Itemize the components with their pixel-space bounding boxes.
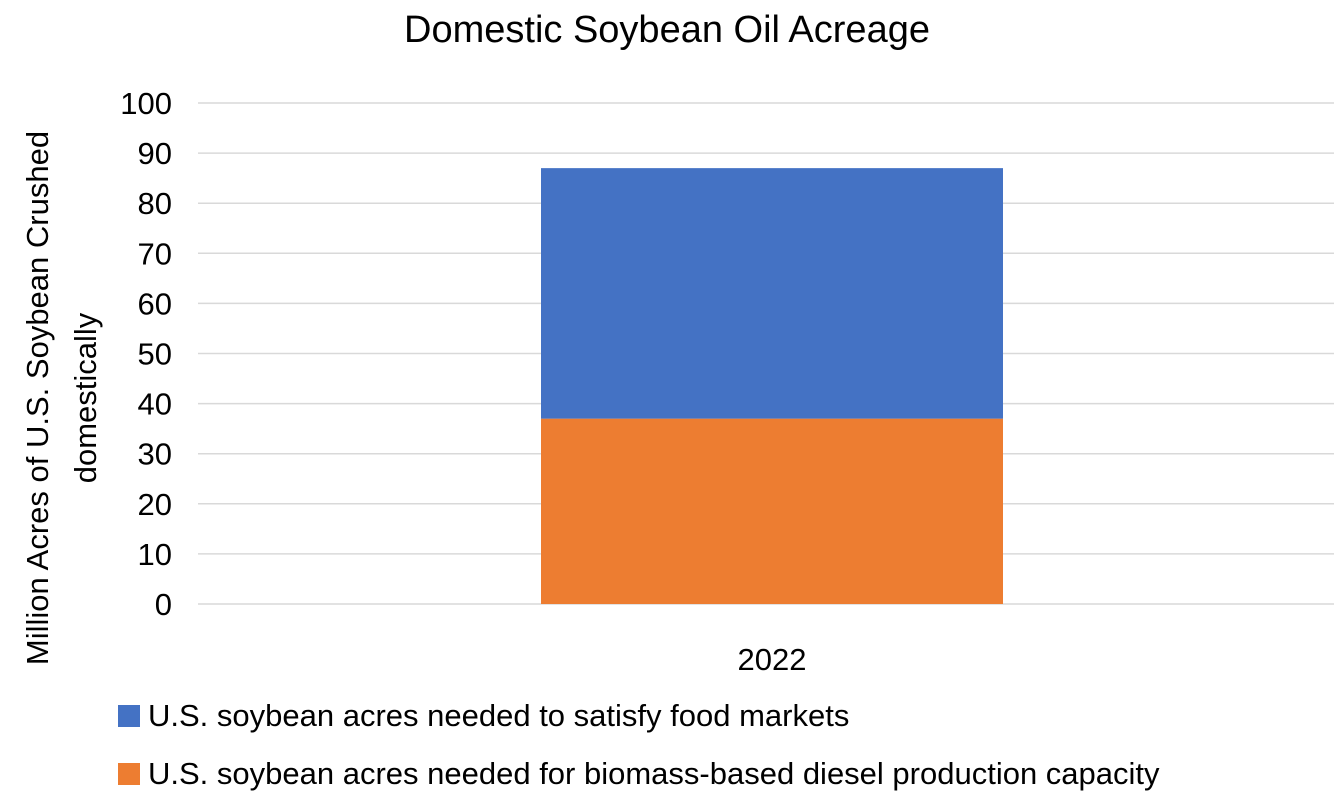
- y-tick-label: 30: [138, 437, 172, 472]
- y-tick-label: 90: [138, 136, 172, 171]
- bar-segment-series-1: [541, 168, 1003, 419]
- legend-item: U.S. soybean acres needed to satisfy foo…: [118, 696, 1160, 736]
- y-axis-label-line: Million Acres of U.S. Soybean Crushed: [20, 131, 55, 665]
- y-tick-label: 100: [120, 86, 172, 121]
- bar-segment-series-0: [541, 418, 1003, 604]
- y-tick-label: 0: [155, 587, 172, 622]
- y-tick-label: 20: [138, 487, 172, 522]
- legend-item: U.S. soybean acres needed for biomass-ba…: [118, 754, 1160, 794]
- chart-title: Domestic Soybean Oil Acreage: [404, 9, 930, 51]
- y-tick-labels: 0 10 20 30 40 50 60 70 80 90 100: [120, 86, 172, 622]
- y-tick-label: 50: [138, 337, 172, 372]
- legend: U.S. soybean acres needed to satisfy foo…: [118, 696, 1160, 794]
- legend-swatch: [118, 763, 140, 785]
- legend-label: U.S. soybean acres needed to satisfy foo…: [148, 698, 850, 733]
- y-axis-label: Million Acres of U.S. Soybean Crushed dom…: [20, 131, 103, 665]
- legend-label: U.S. soybean acres needed for biomass-ba…: [148, 756, 1160, 791]
- legend-swatch: [118, 705, 140, 727]
- bars: [541, 168, 1003, 604]
- y-axis-label-line: domestically: [68, 312, 103, 483]
- y-tick-label: 80: [138, 186, 172, 221]
- y-tick-label: 70: [138, 236, 172, 271]
- y-tick-label: 10: [138, 537, 172, 572]
- y-tick-label: 60: [138, 286, 172, 321]
- y-tick-label: 40: [138, 387, 172, 422]
- x-tick-label: 2022: [738, 642, 807, 677]
- x-tick-labels: 2022: [738, 642, 807, 677]
